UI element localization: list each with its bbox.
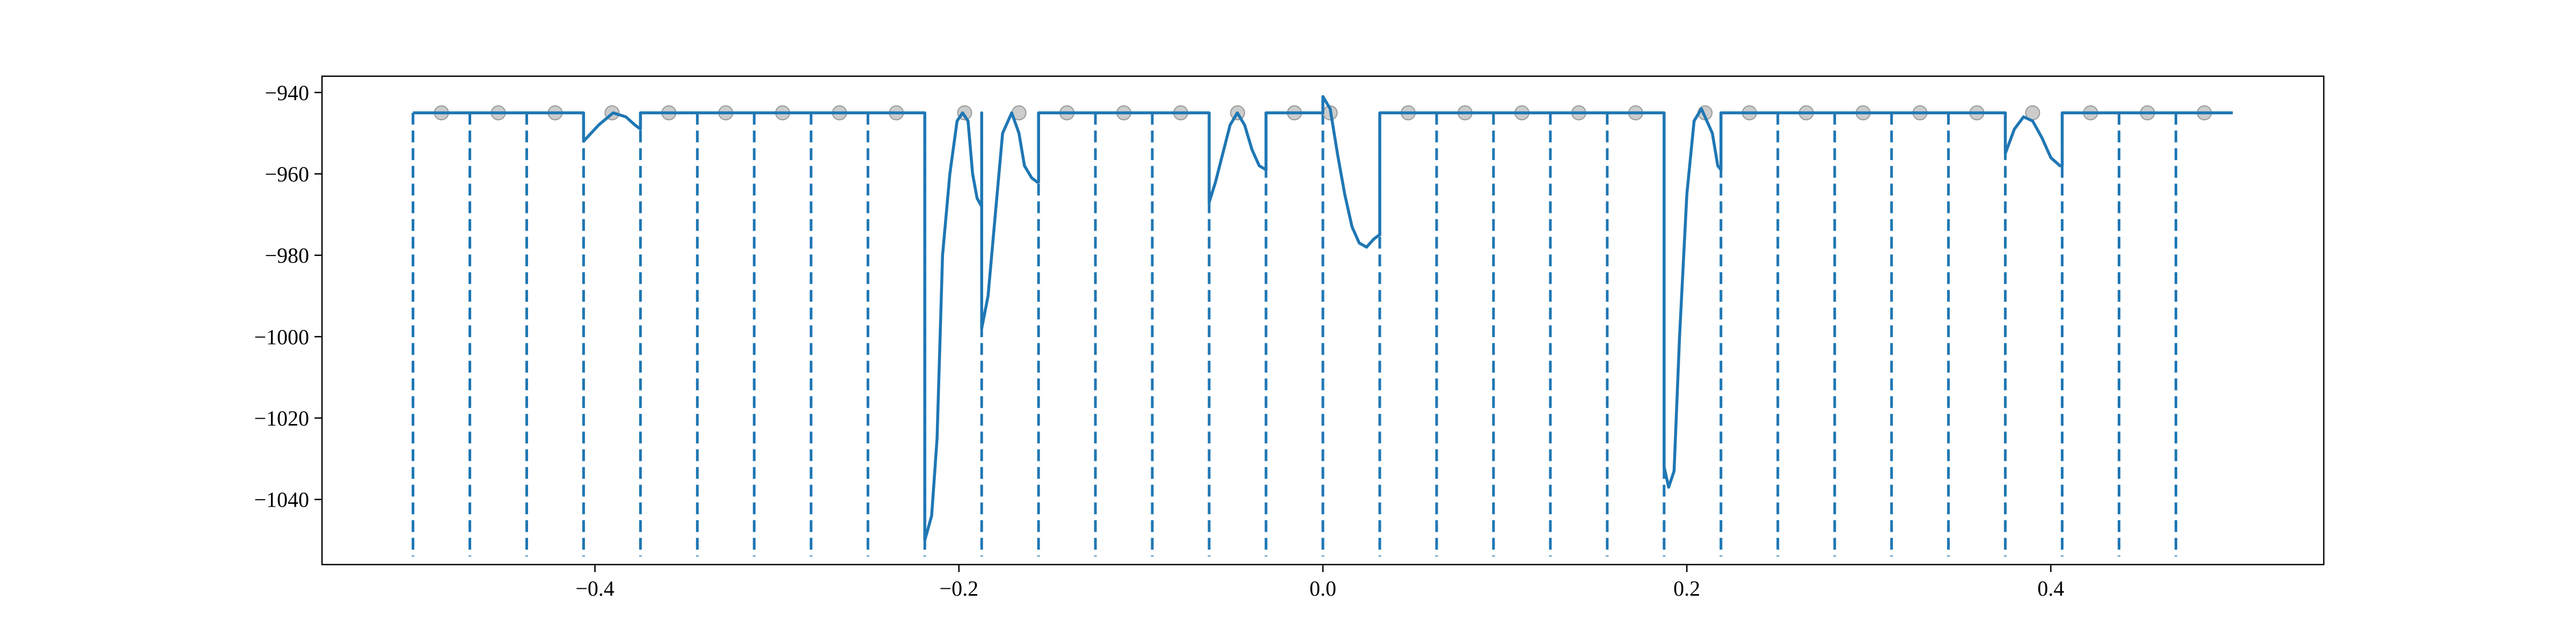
x-tick-label: 0.2 [1673,576,1700,601]
x-tick-label: −0.4 [575,576,614,601]
y-tick-label: −940 [265,80,309,105]
x-tick-label: −0.2 [940,576,979,601]
y-tick-label: −1040 [254,488,309,512]
y-tick-label: −1000 [254,325,309,349]
y-axis: −940 −960 −980 −1000 −1020 −1040 [254,80,322,512]
series-lines [413,95,2233,542]
y-tick-label: −1020 [254,406,309,430]
series-line [413,95,2233,542]
x-tick-label: 0.0 [1309,576,1336,601]
boundary-lines [412,113,2177,557]
y-tick-label: −980 [265,244,309,268]
x-axis: −0.4 −0.2 0.0 0.2 0.4 [575,565,2064,601]
y-tick-label: −960 [265,162,309,186]
x-tick-label: 0.4 [2037,576,2064,601]
